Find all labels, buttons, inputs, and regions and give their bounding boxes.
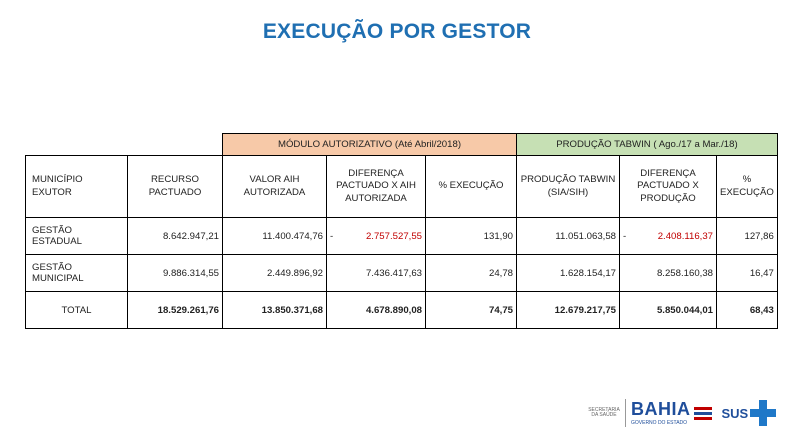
logo-divider xyxy=(625,399,626,427)
diferenca-aih-cell: 7.436.417,63 xyxy=(326,254,426,292)
diferenca-producao-value: 2.408.116,37 xyxy=(657,230,713,242)
group-header-row: MÓDULO AUTORIZATIVO (Até Abril/2018) PRO… xyxy=(26,133,778,156)
col-recurso-header: RECURSO PACTUADO xyxy=(127,155,223,218)
col-execucao-header: % EXECUÇÃO xyxy=(425,155,517,218)
municipio-cell: GESTÃO MUNICIPAL xyxy=(25,254,128,292)
diferenca-aih-value: 2.757.527,55 xyxy=(365,230,422,242)
valor-aih-cell: 13.850.371,68 xyxy=(222,291,327,329)
governo-estado-label: GOVERNO DO ESTADO xyxy=(631,420,688,426)
page-title: EXECUÇÃO POR GESTOR xyxy=(262,20,532,43)
column-header-row: MUNICÍPIO EXUTOR RECURSO PACTUADO VALOR … xyxy=(25,155,778,218)
execucao-cell: 131,90 xyxy=(425,217,517,255)
execucao-cell: 24,78 xyxy=(425,254,517,292)
negative-sign: - xyxy=(623,230,627,242)
diferenca-producao-cell: - 2.408.116,37 xyxy=(619,217,717,255)
negative-sign: - xyxy=(330,230,334,242)
table-row: GESTÃO ESTADUAL 8.642.947,21 11.400.474,… xyxy=(25,217,778,255)
municipio-cell: GESTÃO ESTADUAL xyxy=(25,217,128,255)
empty-cell xyxy=(128,134,223,156)
diferenca-aih-cell: - 2.757.527,55 xyxy=(326,217,426,255)
recurso-cell: 18.529.261,76 xyxy=(127,291,223,329)
col-diferenca-aih-header: DIFERENÇA PACTUADO X AIH AUTORIZADA xyxy=(326,155,426,218)
recurso-cell: 8.642.947,21 xyxy=(127,217,223,255)
execucao2-cell: 127,86 xyxy=(716,217,778,255)
secretaria-saude-label: SECRETARIA DA SAÚDE xyxy=(588,406,620,418)
diferenca-producao-cell: 5.850.044,01 xyxy=(619,291,717,329)
diferenca-aih-cell: 4.678.890,08 xyxy=(326,291,426,329)
valor-aih-cell: 2.449.896,92 xyxy=(222,254,327,292)
footer-logos: SECRETARIA DA SAÚDE BAHIA GOVERNO DO EST… xyxy=(588,395,777,431)
recurso-cell: 9.886.314,55 xyxy=(127,254,223,292)
col-municipio-header: MUNICÍPIO EXUTOR xyxy=(25,155,128,218)
table-row-total: TOTAL 18.529.261,76 13.850.371,68 4.678.… xyxy=(25,291,778,329)
table-row: GESTÃO MUNICIPAL 9.886.314,55 2.449.896,… xyxy=(25,254,778,292)
sus-logo: SUS xyxy=(722,400,777,426)
bahia-logo: BAHIA GOVERNO DO ESTADO xyxy=(631,400,691,426)
producao-tabwin-cell: 12.679.217,75 xyxy=(516,291,620,329)
producao-tabwin-cell: 1.628.154,17 xyxy=(516,254,620,292)
valor-aih-cell: 11.400.474,76 xyxy=(222,217,327,255)
execucao2-cell: 68,43 xyxy=(716,291,778,329)
sus-wordmark: SUS xyxy=(721,405,749,421)
col-diferenca-producao-header: DIFERENÇA PACTUADO X PRODUÇÃO xyxy=(619,155,717,218)
diferenca-producao-cell: 8.258.160,38 xyxy=(619,254,717,292)
producao-tabwin-cell: 11.051.063,58 xyxy=(516,217,620,255)
bahia-wordmark: BAHIA xyxy=(631,399,691,419)
col-execucao2-header: % EXECUÇÃO xyxy=(716,155,778,218)
municipio-cell: TOTAL xyxy=(25,291,128,329)
bahia-stripes-icon xyxy=(693,406,712,420)
execucao-cell: 74,75 xyxy=(425,291,517,329)
col-valor-aih-header: VALOR AIH AUTORIZADA xyxy=(222,155,327,218)
execution-table: MÓDULO AUTORIZATIVO (Até Abril/2018) PRO… xyxy=(25,133,778,329)
sus-cross-icon xyxy=(750,400,777,426)
empty-cell xyxy=(26,134,128,156)
producao-tabwin-header: PRODUÇÃO TABWIN ( Ago./17 a Mar./18) xyxy=(516,133,778,156)
modulo-autorizativo-header: MÓDULO AUTORIZATIVO (Até Abril/2018) xyxy=(222,133,517,156)
execucao2-cell: 16,47 xyxy=(716,254,778,292)
col-producao-tabwin-header: PRODUÇÃO TABWIN (SIA/SIH) xyxy=(516,155,620,218)
